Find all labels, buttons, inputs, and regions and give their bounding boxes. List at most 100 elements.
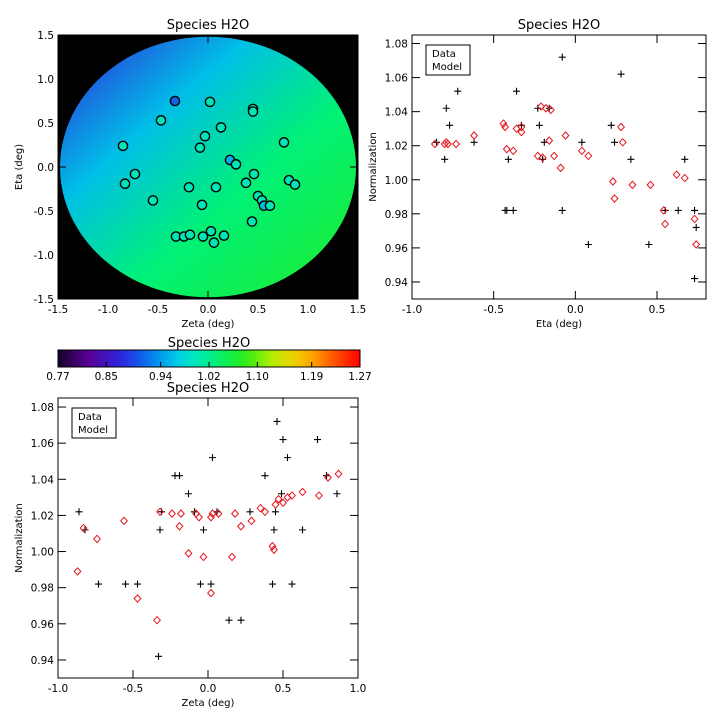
eta-scatter-model-point — [517, 127, 526, 137]
heatmap-point — [183, 181, 195, 193]
eta-scatter-data-point — [617, 70, 625, 78]
eta-scatter-model-point — [499, 119, 508, 128]
heatmap-xtick-label: 0.5 — [250, 304, 267, 316]
colorbar-tick-label: 1.19 — [300, 371, 323, 383]
eta-scatter-model-point — [545, 136, 554, 145]
heatmap-point — [230, 159, 242, 170]
eta-scatter-data-point — [504, 155, 512, 163]
eta-scatter-ytick-label: 0.94 — [385, 277, 409, 289]
colorbar-title: Species H2O — [168, 336, 250, 351]
eta-scatter-data-point — [611, 138, 619, 146]
zeta-scatter-data-point — [270, 526, 278, 534]
eta-scatter-data-point — [692, 223, 700, 231]
eta-scatter-model-point — [659, 206, 668, 215]
zeta-scatter-model-point — [177, 509, 185, 518]
heatmap-ytick-label: 1.0 — [37, 74, 54, 86]
heatmap-point — [205, 225, 217, 237]
eta-scatter-frame — [411, 34, 707, 300]
zeta-scatter-model-point — [270, 545, 278, 555]
colorbar-tick-label: 1.02 — [197, 371, 220, 383]
heatmap-xtick-label: -1.5 — [48, 304, 69, 316]
zeta-scatter-model-point — [237, 521, 245, 531]
zeta-scatter-model-point — [73, 567, 82, 576]
zeta-scatter-model-point — [334, 469, 343, 479]
zeta-scatter-data-point — [197, 580, 204, 588]
eta-scatter-model-point — [533, 151, 542, 161]
zeta-scatter-model-point — [153, 615, 161, 625]
eta-scatter-data-point — [681, 155, 689, 163]
eta-scatter-data-point — [578, 138, 586, 146]
eta-scatter-model-point — [430, 139, 439, 149]
heatmap-xlabel: Zeta (deg) — [182, 319, 235, 330]
eta-scatter-data-point — [691, 206, 699, 214]
heatmap-field — [60, 36, 356, 298]
zeta-scatter-legend: Data Model — [71, 407, 117, 439]
zeta-scatter-model-point — [324, 473, 332, 482]
heatmap-point — [117, 140, 129, 152]
zeta-scatter-data-point — [333, 490, 341, 498]
zeta-scatter-data-point — [156, 526, 164, 534]
heatmap-point — [248, 168, 260, 180]
zeta-scatter-data-point — [225, 616, 233, 624]
heatmap-point — [184, 229, 196, 241]
eta-scatter-xtick-label: -0.5 — [483, 304, 504, 316]
eta-scatter-model-point — [646, 180, 655, 190]
zeta-scatter-model-point — [274, 494, 283, 504]
eta-scatter-series-model — [430, 102, 701, 249]
zeta-scatter-data-point — [209, 454, 216, 462]
zeta-scatter-legend-box — [71, 407, 117, 439]
heatmap-xtick-label: 1.0 — [300, 304, 317, 316]
zeta-scatter-model-point — [279, 498, 287, 508]
eta-scatter-legend-data: Data — [432, 49, 456, 60]
eta-scatter-data-point — [558, 53, 566, 61]
eta-scatter-ytick-label: 1.08 — [385, 39, 408, 51]
heatmap-point — [210, 181, 222, 193]
heatmap-ytick-label: 0.5 — [37, 118, 54, 130]
heatmap-point — [199, 130, 211, 142]
zeta-scatter-legend-model: Model — [78, 425, 108, 436]
eta-scatter-model-point — [546, 105, 555, 115]
eta-scatter-model-point — [541, 103, 550, 113]
eta-scatter-data-point — [509, 206, 517, 214]
heatmap-point — [194, 142, 206, 153]
heatmap-point — [204, 96, 216, 108]
zeta-scatter-model-point — [271, 500, 280, 509]
zeta-scatter-model-point — [247, 516, 256, 526]
eta-scatter-model-point — [661, 219, 670, 229]
eta-scatter-model-point — [628, 180, 637, 190]
heatmap-point — [129, 168, 141, 180]
zeta-scatter-data-point — [284, 454, 291, 462]
zeta-scatter-ytick-label: 0.94 — [31, 655, 55, 667]
zeta-scatter-data-point — [299, 526, 306, 534]
zeta-scatter-xtick-label: 0.5 — [275, 683, 292, 695]
zeta-scatter-data-point — [261, 472, 269, 480]
zeta-scatter-data-point — [314, 436, 321, 444]
zeta-scatter-model-point — [192, 509, 200, 518]
eta-scatter-model-point — [692, 240, 701, 249]
colorbar-tick-label: 1.10 — [246, 371, 269, 383]
zeta-scatter-data-point — [269, 580, 276, 588]
zeta-scatter-model-point — [208, 509, 217, 518]
heatmap-point — [240, 177, 252, 189]
zeta-scatter-model-point — [93, 534, 101, 544]
zeta-scatter-data-point — [176, 472, 183, 480]
eta-scatter-model-point — [690, 214, 699, 224]
heatmap-ytick-label: 0.0 — [37, 162, 54, 174]
zeta-scatter-data-point — [207, 580, 215, 588]
eta-scatter-model-point — [584, 151, 593, 161]
eta-scatter-series-data — [433, 53, 700, 283]
eta-scatter-xlabel: Eta (deg) — [536, 319, 582, 330]
eta-scatter-ytick-label: 1.02 — [385, 141, 408, 153]
heatmap-point — [218, 230, 230, 241]
eta-scatter-model-point — [550, 151, 559, 161]
eta-scatter-data-point — [584, 240, 592, 248]
eta-scatter-model-point — [501, 122, 510, 132]
zeta-scatter-model-point — [156, 507, 164, 517]
heatmap-ytick-label: -1.5 — [34, 294, 55, 306]
eta-scatter-model-point — [452, 139, 461, 149]
eta-scatter-ytick-label: 1.00 — [385, 175, 408, 187]
heatmap-xtick-label: -0.5 — [148, 304, 169, 316]
eta-scatter-xtick-label: -1.0 — [402, 304, 423, 316]
zeta-scatter-model-point — [315, 491, 323, 500]
